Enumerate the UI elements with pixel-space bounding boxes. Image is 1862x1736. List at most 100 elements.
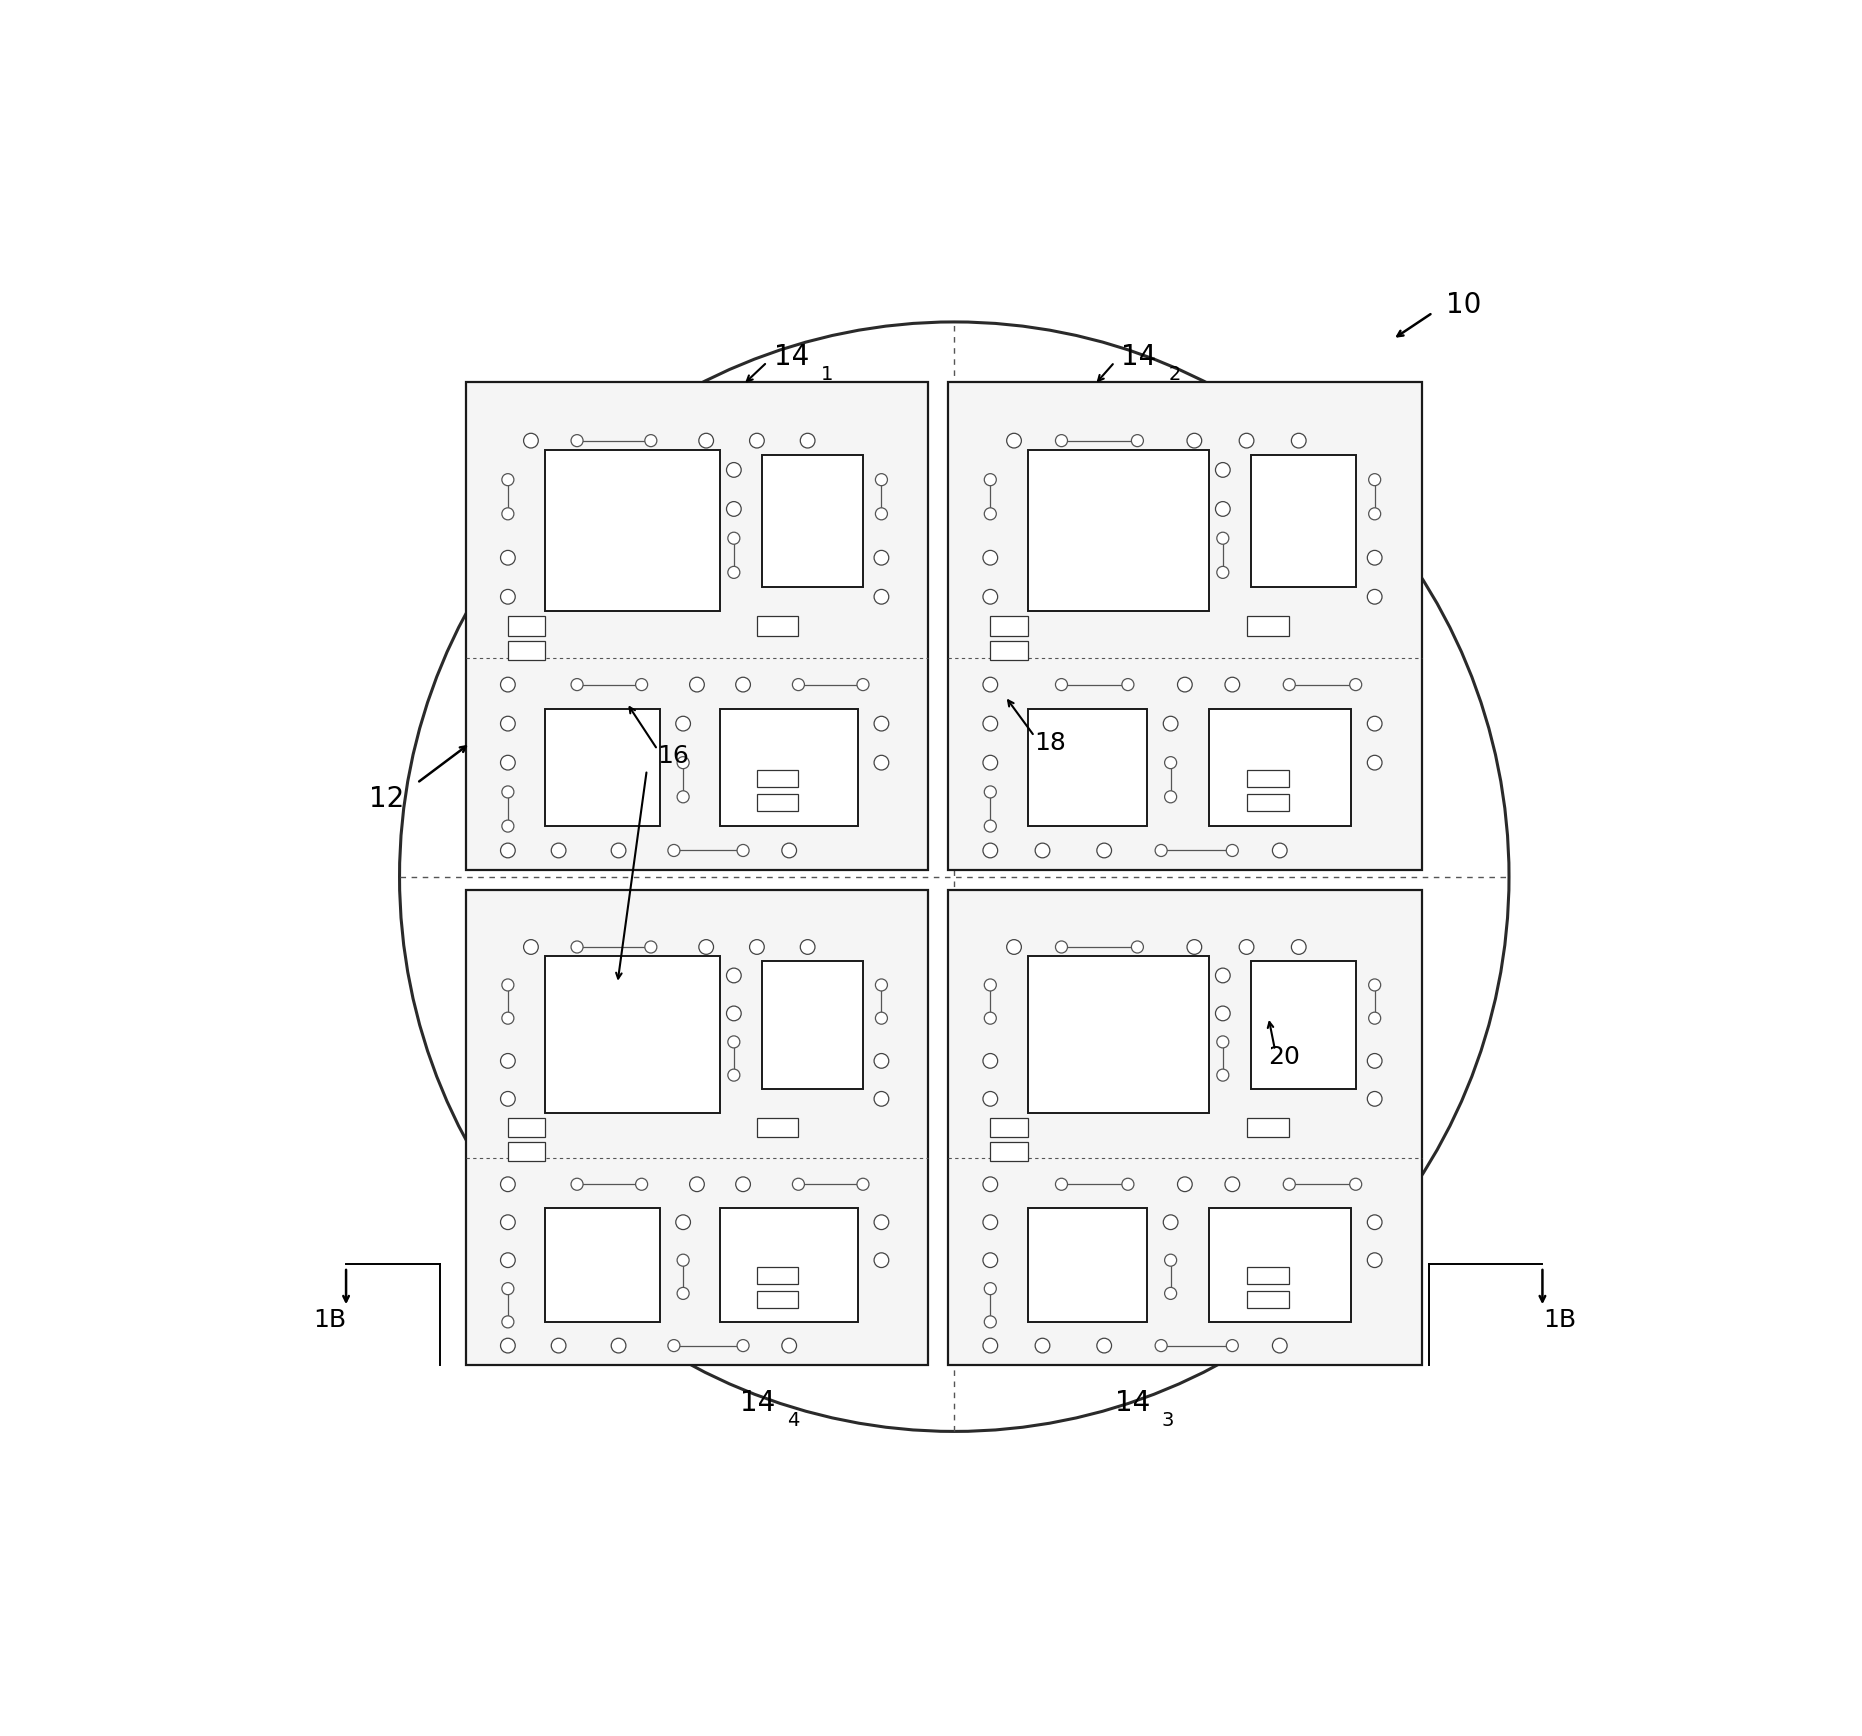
Circle shape	[501, 1092, 516, 1106]
Circle shape	[503, 819, 514, 832]
Circle shape	[875, 509, 888, 519]
Circle shape	[1350, 679, 1361, 691]
Circle shape	[1123, 679, 1134, 691]
Circle shape	[523, 939, 538, 955]
Circle shape	[857, 679, 870, 691]
Bar	[1028, 1208, 1147, 1321]
Bar	[546, 957, 721, 1113]
Circle shape	[1292, 434, 1305, 448]
Circle shape	[801, 434, 816, 448]
Circle shape	[857, 1179, 870, 1191]
Bar	[721, 1208, 858, 1321]
Circle shape	[1164, 1253, 1177, 1266]
Circle shape	[1367, 1215, 1382, 1229]
Circle shape	[572, 679, 583, 691]
Text: 14: 14	[1121, 342, 1156, 372]
Circle shape	[611, 844, 626, 858]
Circle shape	[1367, 1054, 1382, 1068]
Bar	[1246, 1118, 1289, 1137]
Circle shape	[1216, 969, 1231, 983]
Circle shape	[1367, 755, 1382, 771]
Circle shape	[1216, 533, 1229, 545]
Circle shape	[551, 844, 566, 858]
Circle shape	[1216, 1007, 1231, 1021]
Circle shape	[1367, 550, 1382, 566]
Circle shape	[873, 755, 888, 771]
Circle shape	[1350, 1179, 1361, 1191]
Circle shape	[1367, 1253, 1382, 1267]
Circle shape	[983, 844, 998, 858]
Bar	[758, 795, 799, 811]
Circle shape	[875, 979, 888, 991]
Circle shape	[503, 474, 514, 486]
Circle shape	[1097, 1338, 1112, 1352]
Circle shape	[1056, 1179, 1067, 1191]
Circle shape	[1132, 434, 1143, 446]
Bar	[1246, 795, 1289, 811]
Circle shape	[873, 550, 888, 566]
Circle shape	[793, 679, 804, 691]
Bar	[1028, 708, 1147, 826]
Circle shape	[644, 941, 657, 953]
Circle shape	[501, 717, 516, 731]
Circle shape	[1132, 941, 1143, 953]
Circle shape	[1123, 1179, 1134, 1191]
Circle shape	[737, 844, 749, 856]
Circle shape	[983, 590, 998, 604]
Bar	[508, 616, 546, 635]
Bar	[546, 1208, 659, 1321]
Circle shape	[1283, 679, 1296, 691]
Bar	[546, 450, 721, 611]
Circle shape	[873, 717, 888, 731]
Circle shape	[572, 941, 583, 953]
Circle shape	[572, 434, 583, 446]
Text: 1B: 1B	[1544, 1309, 1577, 1333]
Bar	[758, 1267, 799, 1285]
Circle shape	[1272, 1338, 1287, 1352]
Circle shape	[1007, 939, 1022, 955]
Bar	[1246, 1267, 1289, 1285]
Circle shape	[728, 1036, 739, 1049]
Text: 1B: 1B	[313, 1309, 346, 1333]
Circle shape	[1216, 502, 1231, 516]
Circle shape	[782, 1338, 797, 1352]
Circle shape	[1035, 844, 1050, 858]
Circle shape	[735, 1177, 750, 1191]
Circle shape	[1272, 844, 1287, 858]
Circle shape	[983, 1253, 998, 1267]
Circle shape	[983, 1054, 998, 1068]
Text: 4: 4	[788, 1411, 799, 1430]
Circle shape	[668, 844, 680, 856]
Circle shape	[644, 434, 657, 446]
Circle shape	[572, 1179, 583, 1191]
Circle shape	[503, 979, 514, 991]
Circle shape	[501, 844, 516, 858]
Circle shape	[1186, 939, 1201, 955]
Circle shape	[689, 1177, 704, 1191]
Circle shape	[873, 1054, 888, 1068]
Circle shape	[1216, 462, 1231, 477]
Circle shape	[1367, 1092, 1382, 1106]
Circle shape	[678, 757, 689, 769]
Circle shape	[501, 1054, 516, 1068]
Circle shape	[1186, 434, 1201, 448]
Circle shape	[1164, 1288, 1177, 1300]
Bar	[466, 891, 927, 1364]
Circle shape	[728, 1069, 739, 1082]
Bar	[508, 1118, 546, 1137]
Circle shape	[983, 1215, 998, 1229]
Bar	[1208, 708, 1352, 826]
Circle shape	[1240, 939, 1253, 955]
Circle shape	[1292, 939, 1305, 955]
Circle shape	[501, 1177, 516, 1191]
Circle shape	[985, 474, 996, 486]
Circle shape	[983, 1092, 998, 1106]
Bar	[1028, 957, 1208, 1113]
Circle shape	[985, 819, 996, 832]
Circle shape	[1056, 941, 1067, 953]
Circle shape	[1369, 979, 1382, 991]
Circle shape	[503, 509, 514, 519]
Circle shape	[501, 1338, 516, 1352]
Circle shape	[983, 677, 998, 693]
Circle shape	[1035, 1338, 1050, 1352]
